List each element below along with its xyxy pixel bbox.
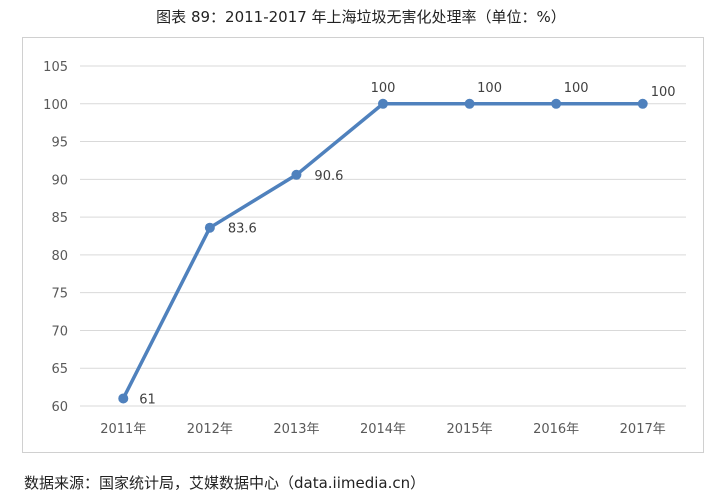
x-axis-ticks: 2011年 2012年 2013年 2014年 2015年 2016年 2017年 xyxy=(100,422,666,437)
y-tick-label: 105 xyxy=(43,60,68,75)
y-axis-ticks: 60 65 70 75 80 85 90 95 100 105 xyxy=(43,60,68,415)
source-note: 数据来源：国家统计局，艾媒数据中心（data.iimedia.cn） xyxy=(24,474,426,492)
y-tick-label: 90 xyxy=(51,173,68,188)
data-point xyxy=(464,98,475,109)
y-tick-label: 60 xyxy=(51,400,68,415)
data-label: 100 xyxy=(564,81,589,96)
y-tick-label: 95 xyxy=(51,136,68,151)
data-point xyxy=(637,98,648,109)
x-tick-label: 2016年 xyxy=(533,422,579,437)
x-tick-label: 2013年 xyxy=(273,422,319,437)
series-line-path xyxy=(121,102,643,400)
data-label: 90.6 xyxy=(314,169,343,184)
data-label: 100 xyxy=(651,85,676,100)
data-labels: 61 83.6 90.6 100 100 100 100 xyxy=(139,81,675,408)
data-label: 100 xyxy=(371,81,396,96)
y-tick-label: 70 xyxy=(51,324,68,339)
chart-frame xyxy=(22,37,704,453)
y-tick-label: 65 xyxy=(51,362,68,377)
x-tick-label: 2014年 xyxy=(360,422,406,437)
data-points xyxy=(118,98,648,404)
x-tick-label: 2011年 xyxy=(100,422,146,437)
x-tick-label: 2015年 xyxy=(447,422,493,437)
data-label: 100 xyxy=(477,81,502,96)
data-point xyxy=(551,98,562,109)
data-point xyxy=(378,98,388,109)
x-tick-label: 2017年 xyxy=(620,422,666,437)
data-point xyxy=(204,222,215,233)
series-line xyxy=(121,102,643,400)
chart-title: 图表 89：2011-2017 年上海垃圾无害化处理率（单位：%） xyxy=(156,8,566,26)
y-tick-label: 75 xyxy=(51,287,68,302)
gridlines xyxy=(80,65,686,407)
data-point xyxy=(118,393,129,404)
y-tick-label: 100 xyxy=(43,98,68,113)
data-point xyxy=(291,169,302,180)
x-tick-label: 2012年 xyxy=(187,422,233,437)
data-label: 61 xyxy=(139,392,156,407)
data-label: 83.6 xyxy=(228,222,257,237)
y-tick-label: 85 xyxy=(51,211,68,226)
y-tick-label: 80 xyxy=(51,249,68,264)
